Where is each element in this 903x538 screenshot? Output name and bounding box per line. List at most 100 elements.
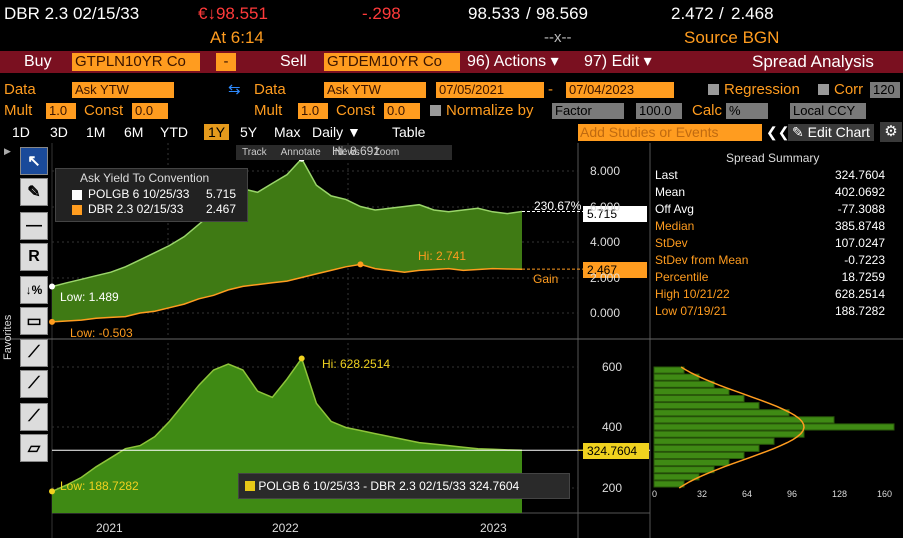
text-icon[interactable]: R [20,243,48,271]
edit-menu[interactable]: 97) Edit ▾ [584,53,652,70]
sell-ticker-field[interactable]: GTDEM10YR Co [324,53,460,71]
summary-value: 324.7604 [834,168,885,182]
summary-value: 107.0247 [834,236,885,250]
summary-label: Off Avg [655,202,694,216]
regression-checkbox[interactable] [708,84,719,95]
start-date-field[interactable]: 07/05/2021 [436,82,544,98]
percent-icon[interactable]: ↓% [20,276,48,304]
data-label: Data [4,81,36,98]
hist-tick: 160 [877,489,893,499]
corr-label: Corr [834,81,864,98]
tab-ytd[interactable]: YTD [160,124,188,140]
mult2-field[interactable]: 1.0 [298,103,328,119]
histogram-bar [653,444,760,452]
buy-ticker-field[interactable]: GTPLN10YR Co [72,53,200,71]
top-spread-area [52,158,522,322]
histogram-bar [653,473,700,481]
tab-1y[interactable]: 1Y [204,124,230,140]
tab-table[interactable]: Table [392,124,426,140]
hist-tick: 128 [832,489,848,499]
zoom-tool[interactable]: Zoom [373,147,400,158]
swap-icon[interactable]: ⇆ [228,81,241,98]
top-y-tick: 0.000 [590,306,621,320]
hi-orange-marker [357,261,364,268]
channel-icon[interactable]: ⟋ [20,370,48,398]
tab-6m[interactable]: 6M [124,124,144,140]
summary-row: Low 07/19/21 188.7282 [655,303,885,320]
edit-chart-button[interactable]: ✎ Edit Chart [788,124,874,141]
factor-field[interactable]: 100.0 [636,103,682,119]
ccy-select[interactable]: Local CCY [790,103,866,119]
tab-1m[interactable]: 1M [86,124,106,140]
calc-label: Calc [692,102,723,119]
const2-label: Const [336,102,376,119]
favorites-tab[interactable]: Favorites [2,314,14,360]
factor-select[interactable]: Factor [552,103,624,119]
actions-menu[interactable]: 96) Actions ▾ [467,53,559,70]
date-dash: - [548,81,553,98]
top-legend [55,168,248,222]
hist-tick: 32 [697,489,708,499]
const-field[interactable]: 0.0 [132,103,168,119]
const2-field[interactable]: 0.0 [384,103,420,119]
normal-curve [678,366,805,489]
summary-row: Mean 402.0692 [655,184,885,201]
source: Source BGN [684,28,780,47]
yield-slash: / [719,4,724,23]
minus-button[interactable]: - [216,53,236,71]
tab-5y[interactable]: 5Y [240,124,258,140]
data-select[interactable]: Ask YTW [72,82,174,98]
summary-label: Percentile [655,270,709,284]
summary-label: Low 07/19/21 [655,304,728,318]
polgb-yield-line [51,157,523,288]
histogram-bar [653,459,730,467]
tool-collapse-icon[interactable]: ▶ [4,146,11,156]
news-tool[interactable]: News [334,147,360,158]
summary-row: Off Avg -77.3088 [655,201,885,218]
legend-dbr-name: DBR 2.3 02/15/33 [88,202,184,216]
fib-icon[interactable]: ⟋ [20,403,48,431]
calc-select[interactable]: % [726,103,768,119]
bidask-size: --x-- [544,29,572,46]
summary-value: -0.7223 [844,253,885,267]
line-icon[interactable]: — [20,212,48,240]
tab-1d[interactable]: 1D [12,124,30,140]
gear-icon[interactable]: ⚙ [880,122,902,142]
tab-daily[interactable]: Daily ▼ [312,124,361,140]
hist-tick: 64 [742,489,753,499]
eraser-icon[interactable]: ▱ [20,434,48,462]
tab-3d[interactable]: 3D [50,124,68,140]
annotate-tool[interactable]: Annotate [280,147,321,158]
security-title: DBR 2.3 02/15/33 [4,4,140,23]
price: €↓98.551 [198,4,268,23]
normalize-label: Normalize by [446,102,534,119]
low-orange-marker [49,318,55,325]
chart-tools: Track Annotate News Zoom [236,145,452,160]
summary-row: High 10/21/22 628.2514 [655,286,885,303]
add-studies-input[interactable]: Add Studies or Events [578,124,762,141]
summary-row: Last 324.7604 [655,167,885,184]
hi-orange-label: Hi: 2.741 [418,249,467,263]
track-tool[interactable]: Track [242,147,267,158]
histogram-bar [653,366,685,374]
tab-max[interactable]: Max [274,124,301,140]
pen-icon[interactable]: ✎ [20,178,48,206]
top-y-tick: 8.000 [590,164,621,178]
normalize-checkbox[interactable] [430,105,441,116]
corr-field[interactable]: 120 [870,82,900,98]
trend-line-icon[interactable]: ⟋ [20,339,48,367]
legend-polgb-value: 5.715 [206,187,237,201]
dbr-yield-line [51,263,523,323]
x-axis-label: 2022 [272,521,299,535]
top-legend-title: Ask Yield To Convention [80,171,210,185]
rectangle-icon[interactable]: ▭ [20,307,48,335]
select-arrow-icon[interactable]: ↖ [20,147,48,175]
collapse-icon[interactable]: ❮❮ [766,124,790,140]
corr-checkbox[interactable] [818,84,829,95]
summary-row: Percentile 18.7259 [655,269,885,286]
top-y-tick: 6.000 [590,200,621,214]
data2-select[interactable]: Ask YTW [324,82,426,98]
histogram-bar [653,466,715,474]
end-date-field[interactable]: 07/04/2023 [566,82,674,98]
mult-field[interactable]: 1.0 [46,103,76,119]
